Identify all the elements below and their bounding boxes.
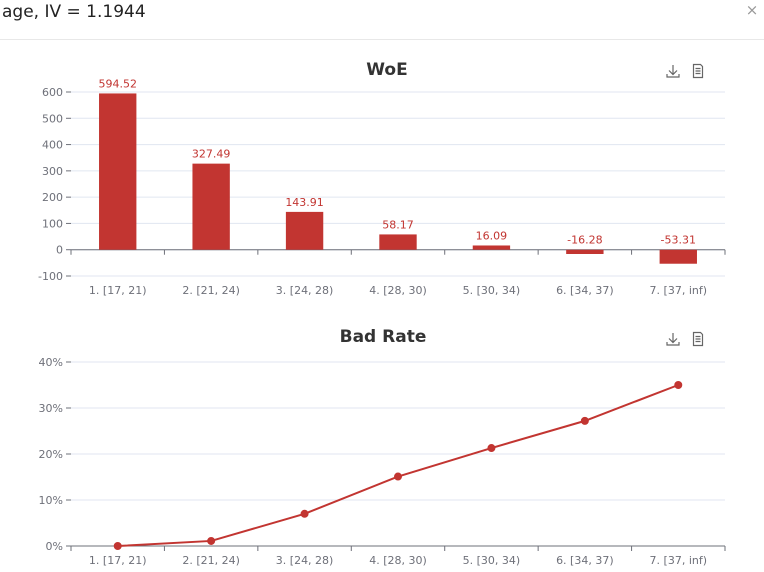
woe-data-label: 327.49: [192, 148, 231, 161]
woe-chart: -100 0 100 200 300 400 500 600 594.52 327.49 143.9…: [38, 77, 726, 297]
y-tick-label: 500: [42, 112, 63, 125]
y-tick-label: 10%: [39, 494, 63, 507]
x-tick-label: 7. [37, inf): [650, 284, 707, 297]
woe-data-label: 16.09: [476, 229, 508, 242]
data-view-icon[interactable]: [690, 331, 706, 347]
badrate-line: [117, 384, 679, 547]
y-tick-label: 400: [42, 139, 63, 152]
badrate-point: [300, 509, 309, 518]
close-icon[interactable]: ×: [745, 1, 759, 19]
y-tick-label: 0%: [46, 540, 63, 553]
x-tick-label: 7. [37, inf): [650, 554, 707, 567]
x-tick-label: 5. [30, 34): [463, 554, 521, 567]
woe-data-label: 143.91: [285, 196, 324, 209]
download-icon[interactable]: [665, 63, 681, 79]
badrate-point: [207, 536, 216, 545]
badrate-point: [580, 416, 589, 425]
y-tick-label: 100: [42, 217, 63, 230]
woe-bar: [192, 163, 230, 250]
x-tick-label: 5. [30, 34): [463, 284, 521, 297]
modal-header: age, IV = 1.1944 ×: [0, 0, 764, 40]
badrate-chart-title: Bad Rate: [339, 327, 427, 347]
y-tick-label: 200: [42, 191, 63, 204]
x-tick-label: 4. [28, 30): [369, 554, 427, 567]
data-view-icon[interactable]: [690, 63, 706, 79]
x-tick-label: 6. [34, 37): [556, 554, 614, 567]
y-tick-label: -100: [38, 270, 63, 283]
woe-bar: [659, 249, 697, 264]
x-tick-label: 2. [21, 24): [182, 284, 240, 297]
badrate-point: [487, 444, 496, 453]
woe-data-label: -53.31: [661, 234, 696, 247]
y-tick-label: 600: [42, 86, 63, 99]
woe-data-label: -16.28: [567, 234, 602, 247]
woe-data-label: 58.17: [382, 218, 414, 231]
woe-chart-title: WoE: [366, 60, 408, 80]
woe-data-label: 594.52: [98, 77, 137, 90]
x-tick-label: 2. [21, 24): [182, 554, 240, 567]
x-tick-label: 6. [34, 37): [556, 284, 614, 297]
y-tick-label: 0: [56, 244, 63, 257]
woe-bar: [285, 211, 324, 250]
woe-bar: [379, 234, 417, 250]
x-tick-label: 3. [24, 28): [276, 554, 334, 567]
modal-title: age, IV = 1.1944: [2, 2, 146, 22]
download-icon[interactable]: [665, 331, 681, 347]
woe-bar: [472, 245, 511, 250]
y-tick-label: 20%: [39, 448, 63, 461]
x-tick-label: 3. [24, 28): [276, 284, 334, 297]
woe-bar: [99, 93, 137, 250]
y-tick-label: 40%: [39, 356, 63, 369]
badrate-point: [674, 381, 683, 389]
badrate-point: [113, 542, 122, 550]
x-tick-label: 1. [17, 21): [89, 554, 147, 567]
x-tick-label: 1. [17, 21): [89, 284, 147, 297]
x-tick-label: 4. [28, 30): [369, 284, 427, 297]
y-tick-label: 300: [42, 165, 63, 178]
woe-bar: [566, 249, 604, 254]
badrate-point: [394, 472, 402, 481]
y-tick-label: 30%: [39, 402, 63, 415]
